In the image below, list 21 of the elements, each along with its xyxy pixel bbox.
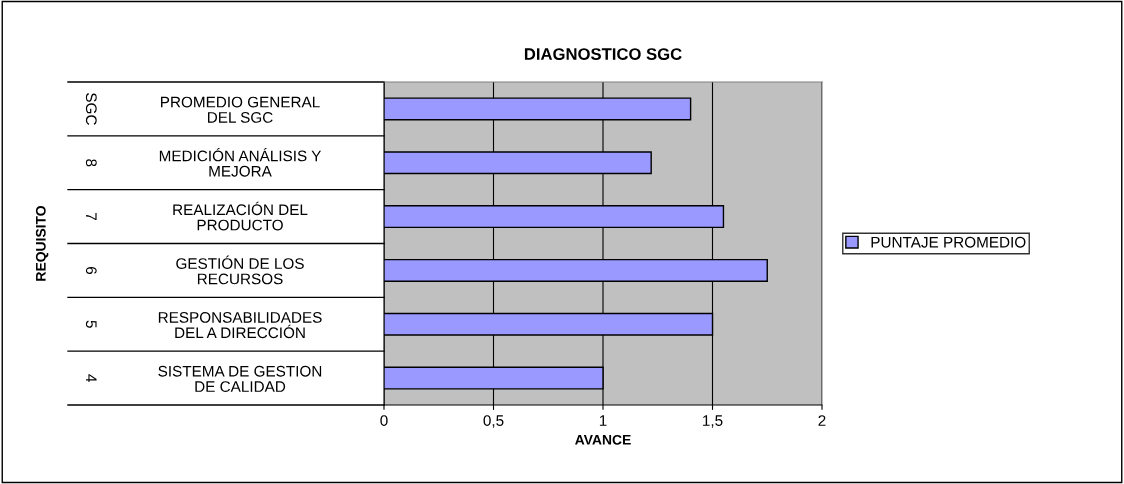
y-tick-label: RESPONSABILIDADES DEL A DIRECCIÓN — [158, 312, 322, 339]
x-tick-label: 1,5 — [703, 415, 723, 428]
y-tick-label: PROMEDIO GENERAL DEL SGC — [161, 96, 320, 123]
text: REQUISITO — [35, 206, 49, 281]
y-tick-label: SISTEMA DE GESTION DE CALIDAD — [158, 365, 322, 392]
x-axis-title: AVANCE — [575, 434, 631, 445]
text: 4 — [86, 374, 97, 382]
y-tick-label: GESTIÓN DE LOS RECURSOS — [176, 255, 304, 285]
x-tick-label: 0 — [380, 415, 388, 426]
y-tick-label: REALIZACIÓN DEL PRODUCTO — [173, 201, 308, 231]
legend-label: PUNTAJE PROMEDIO — [871, 236, 1026, 248]
x-tick-label: 1 — [599, 415, 607, 426]
x-tick-label: 2 — [818, 415, 826, 426]
y-tick-label: MEDICIÓN ANÁLISIS Y MEJORA — [159, 147, 322, 177]
text: 8 — [85, 159, 97, 167]
text: 6 — [85, 266, 97, 274]
text: 7 — [86, 213, 97, 221]
x-tick-label: 0,5 — [483, 415, 504, 428]
text: SGC — [85, 93, 97, 125]
chart-title: DIAGNOSTICO SGC — [524, 48, 682, 60]
text: 5 — [85, 320, 97, 328]
